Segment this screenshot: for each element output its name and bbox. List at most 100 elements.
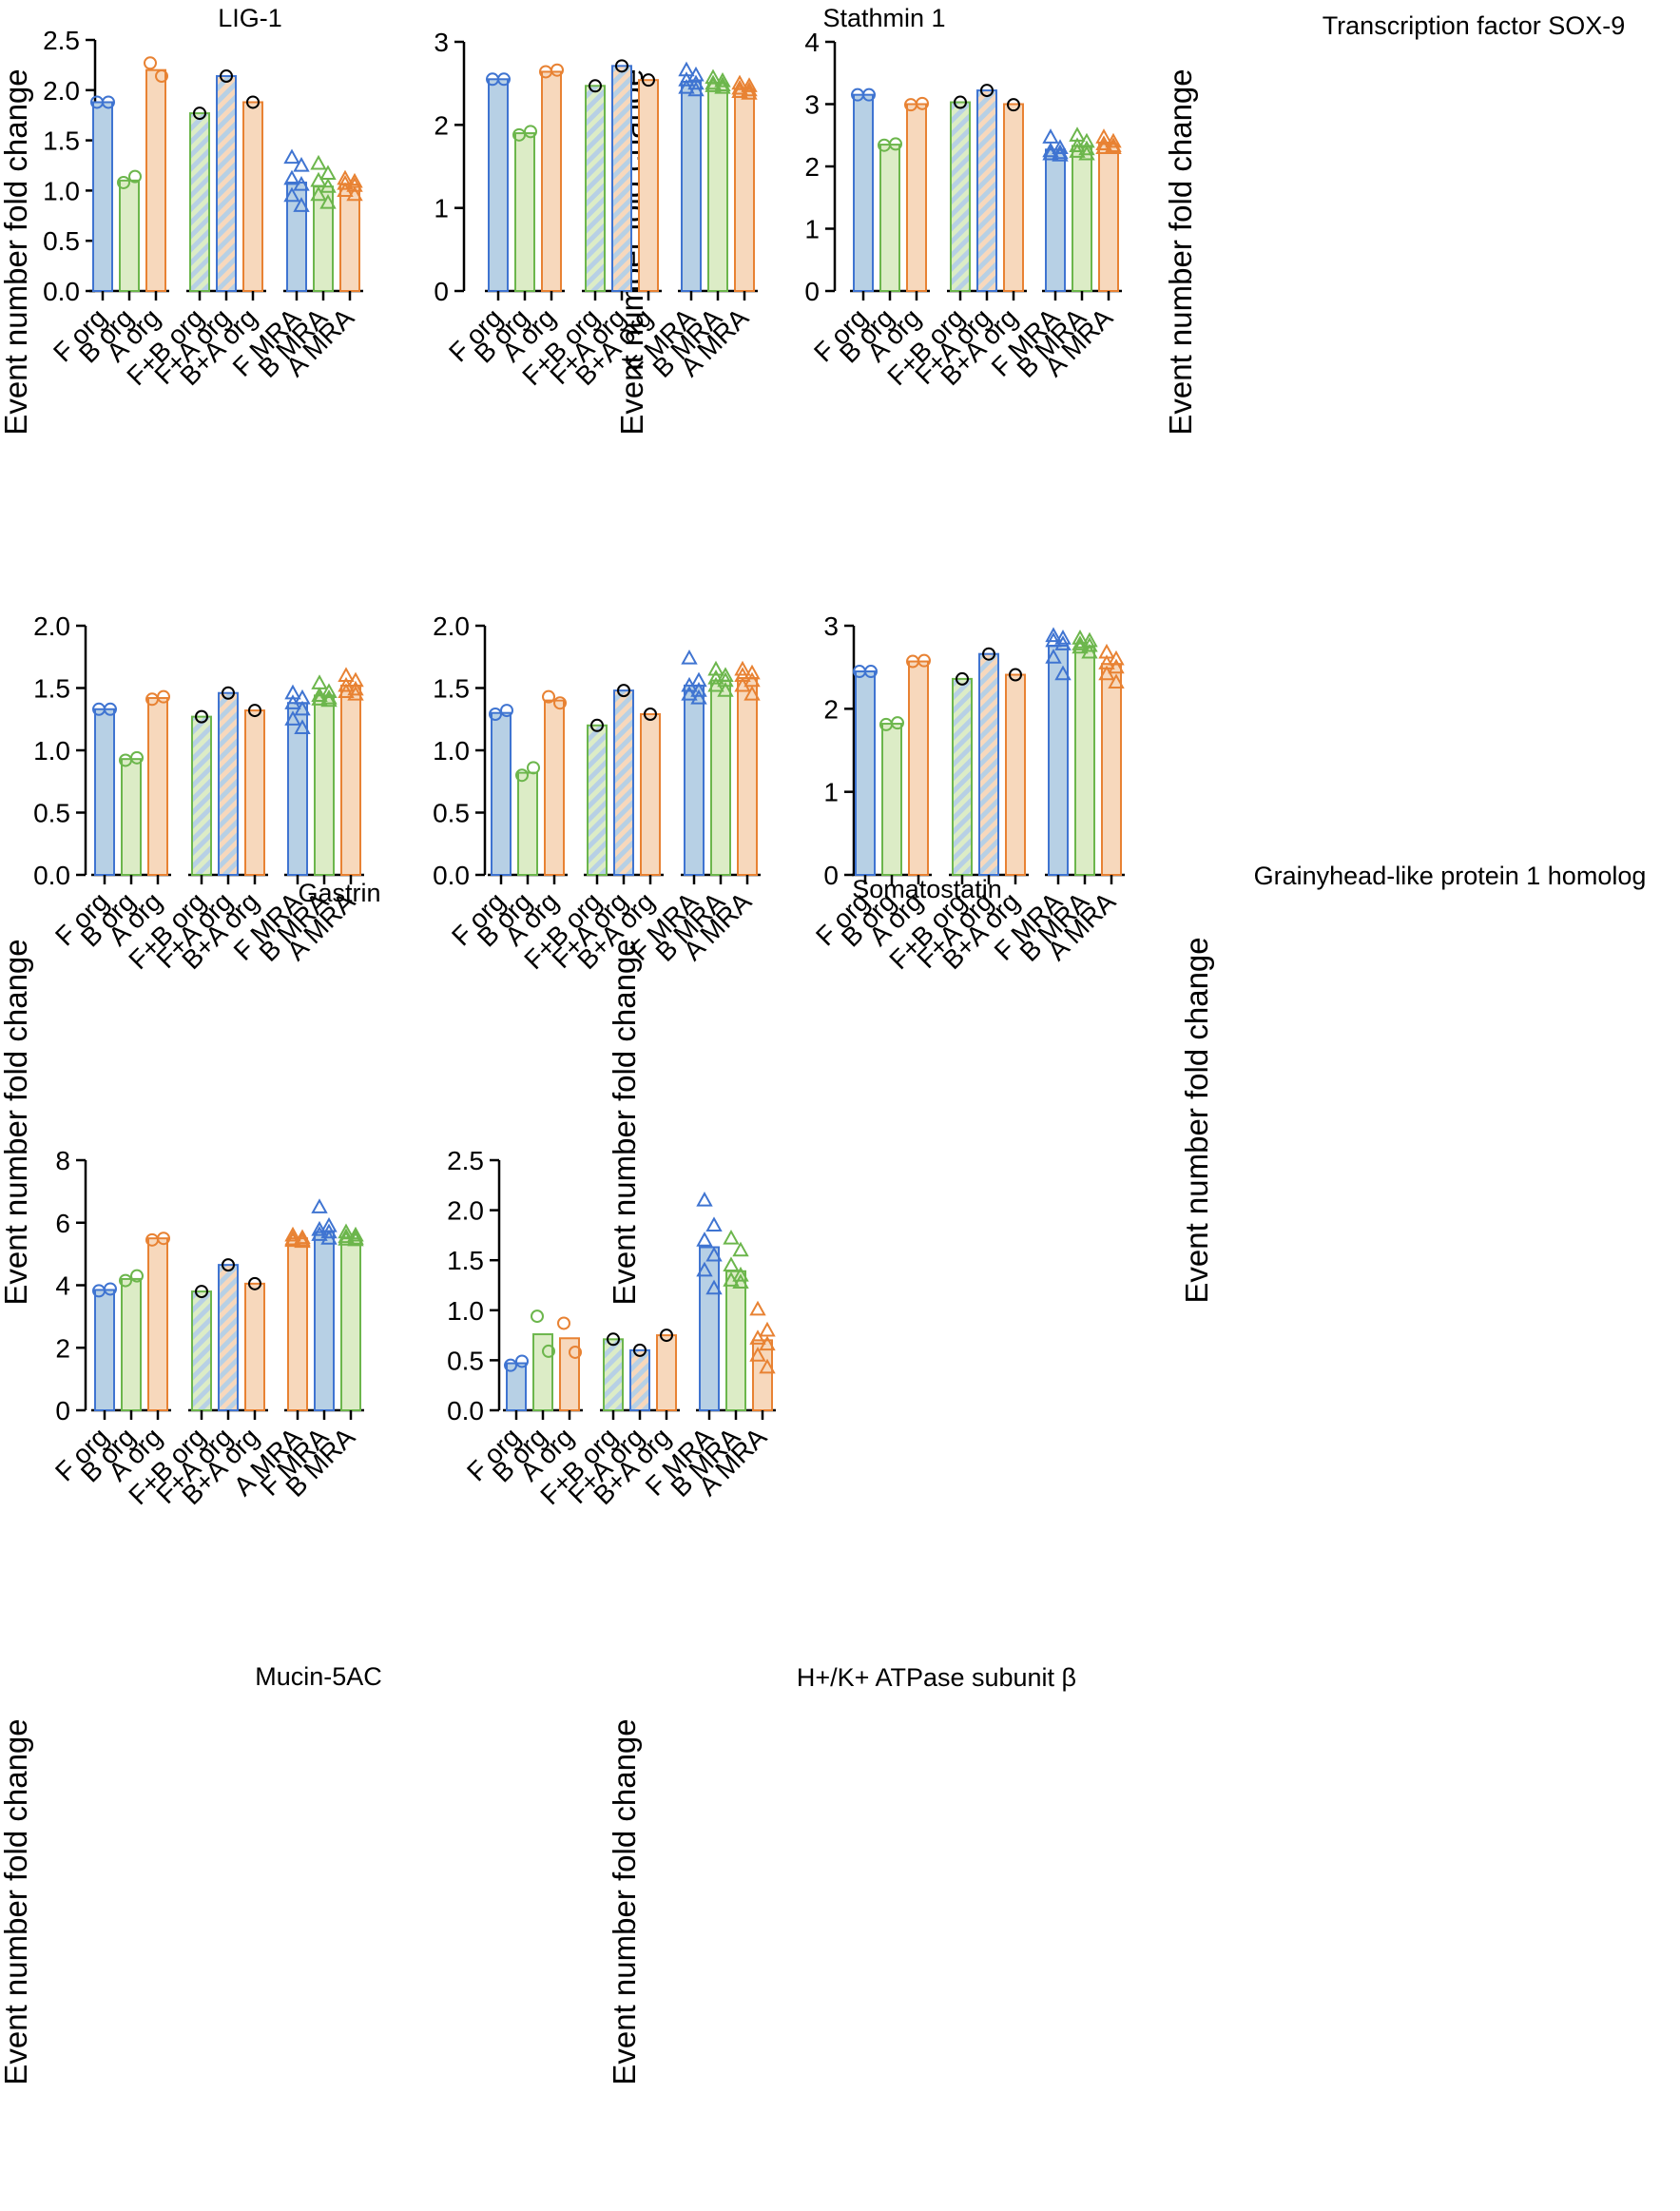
y-axis-label: Event number fold change (0, 1718, 33, 2085)
data-point (690, 682, 707, 697)
chart-title: LIG-1 (218, 4, 282, 32)
data-point (1078, 145, 1095, 161)
chart-title: Transcription factor SOX-9 (1323, 11, 1626, 40)
data-point (338, 667, 355, 682)
data-point (284, 710, 301, 726)
y-tick-label: 0.5 (433, 799, 470, 828)
data-point (515, 1354, 529, 1368)
y-tick-label: 0 (434, 277, 449, 306)
data-point (741, 85, 758, 100)
y-axis-label: Event number fold change (1179, 937, 1214, 1303)
data-point (1108, 673, 1125, 689)
data-point (294, 1232, 311, 1249)
data-point (731, 83, 748, 98)
bar (1098, 143, 1119, 292)
data-point (980, 84, 994, 98)
data-point (707, 676, 724, 692)
y-axis-label: Event number fold change (607, 939, 642, 1305)
y-tick-label: 0 (823, 861, 839, 890)
data-point (749, 1347, 766, 1362)
bar (313, 185, 334, 292)
panel-sox-9: Transcription factor SOX-9 Event number … (804, 11, 1625, 436)
data-point (246, 95, 260, 109)
bar (725, 1270, 746, 1411)
data-point (714, 71, 731, 87)
data-point (1072, 635, 1089, 650)
data-point (144, 56, 157, 70)
data-point (1052, 139, 1069, 154)
chart-title: H+/K+ ATPase subunit β (797, 1663, 1076, 1692)
bar (514, 132, 535, 292)
y-axis-label: Event number fold change (0, 68, 33, 435)
data-point (1078, 140, 1095, 156)
y-tick-label: 0.0 (447, 1396, 484, 1426)
data-point (293, 197, 310, 212)
bar (585, 85, 606, 292)
bar (189, 112, 210, 292)
data-point (607, 1332, 620, 1347)
data-point (284, 684, 301, 700)
bar (950, 101, 971, 292)
y-tick-label: 2.0 (33, 611, 70, 641)
data-point (731, 79, 748, 95)
bar (879, 144, 900, 292)
data-point (155, 69, 168, 84)
data-point (759, 1335, 776, 1351)
data-point (293, 176, 310, 191)
bar (218, 691, 239, 876)
bar (734, 87, 755, 292)
chart-title: Grainyhead-like protein 1 homolog (1254, 862, 1647, 890)
data-point (557, 1316, 570, 1330)
data-point (283, 148, 300, 165)
data-point (320, 683, 338, 699)
data-point (157, 1232, 170, 1246)
bar (603, 1338, 624, 1411)
data-point (732, 1273, 749, 1289)
data-point (1054, 635, 1072, 650)
data-point (248, 704, 261, 718)
data-point (195, 1285, 208, 1299)
data-point (119, 1273, 132, 1288)
y-tick-label: 1 (434, 194, 449, 223)
data-point (338, 1231, 355, 1246)
data-point (687, 81, 705, 97)
data-point (734, 676, 751, 692)
y-tick-label: 2.0 (43, 76, 80, 106)
data-point (1045, 631, 1062, 648)
chart-title: Gastrin (298, 879, 380, 907)
data-point (320, 1230, 338, 1245)
y-tick-label: 3 (823, 611, 839, 641)
bar (218, 1264, 239, 1411)
y-tick-label: 0.5 (33, 799, 70, 828)
data-point (862, 87, 876, 102)
data-point (337, 182, 354, 197)
data-point (1072, 630, 1089, 645)
data-point (690, 671, 707, 688)
data-point (104, 1282, 117, 1296)
data-point (917, 653, 931, 668)
y-tick-label: 2.5 (43, 26, 80, 55)
y-tick-label: 6 (55, 1209, 70, 1238)
data-point (696, 1192, 713, 1207)
data-point (195, 709, 208, 724)
bar (1074, 646, 1095, 876)
data-point (222, 1258, 235, 1272)
data-point (294, 700, 311, 716)
y-tick-label: 0.5 (43, 226, 80, 256)
panel-lig-1: LIG-1 Event number fold change 0.0 0.5 1.0… (0, 4, 363, 436)
data-point (732, 1241, 749, 1257)
y-tick-label: 0.0 (433, 861, 470, 890)
data-point (527, 761, 540, 775)
y-tick-label: 0.0 (43, 277, 80, 306)
bar (906, 103, 927, 292)
y-tick-label: 8 (55, 1146, 70, 1175)
bar (855, 670, 876, 876)
y-tick-label: 1 (823, 778, 839, 807)
data-point (347, 680, 364, 696)
data-point (916, 96, 929, 110)
bar (314, 694, 335, 876)
panel-mucin-5ac: Mucin-5AC Event number fold change 0 2 4 6 8… (0, 1146, 382, 2085)
data-point (320, 691, 338, 708)
data-point (759, 1358, 776, 1374)
